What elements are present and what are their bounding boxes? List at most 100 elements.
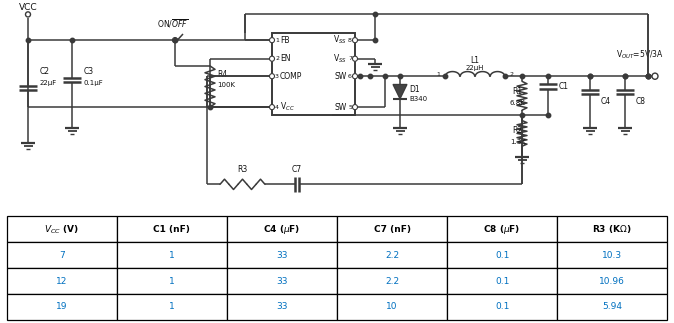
Bar <box>557 216 667 242</box>
Bar <box>337 294 447 320</box>
Text: C1: C1 <box>559 82 569 91</box>
Text: 5: 5 <box>348 105 352 109</box>
Text: 22μH: 22μH <box>466 65 484 71</box>
Text: 2.2: 2.2 <box>385 251 399 260</box>
Bar <box>557 242 667 268</box>
Circle shape <box>353 37 357 43</box>
Text: 1: 1 <box>169 276 175 286</box>
Bar <box>447 242 557 268</box>
Bar <box>227 242 337 268</box>
Text: C2: C2 <box>40 67 50 76</box>
Text: 0.1: 0.1 <box>495 251 510 260</box>
Bar <box>117 294 227 320</box>
Text: 3: 3 <box>275 74 279 79</box>
Text: 1: 1 <box>275 38 279 43</box>
Bar <box>272 33 355 115</box>
Text: 0.1: 0.1 <box>495 302 510 311</box>
Text: C4 ($\mu$F): C4 ($\mu$F) <box>264 223 301 236</box>
Text: 100K: 100K <box>217 82 235 89</box>
Text: 33: 33 <box>276 251 288 260</box>
Bar <box>337 268 447 294</box>
Circle shape <box>26 12 30 17</box>
Text: 1.3K: 1.3K <box>510 139 526 145</box>
Bar <box>557 294 667 320</box>
Bar <box>227 268 337 294</box>
Text: R3 (K$\Omega$): R3 (K$\Omega$) <box>592 223 632 235</box>
Bar <box>117 216 227 242</box>
Circle shape <box>270 37 274 43</box>
Text: 8: 8 <box>348 38 352 43</box>
Circle shape <box>270 74 274 79</box>
Bar <box>337 216 447 242</box>
Text: 2.2: 2.2 <box>385 276 399 286</box>
Text: V$_{SS}$: V$_{SS}$ <box>333 34 347 47</box>
Text: 10.3: 10.3 <box>602 251 622 260</box>
Text: SW: SW <box>335 103 347 112</box>
Bar <box>7 242 117 268</box>
Circle shape <box>353 105 357 110</box>
Text: C1 (nF): C1 (nF) <box>154 225 190 234</box>
Text: B340: B340 <box>409 96 427 102</box>
Text: R3: R3 <box>237 165 247 174</box>
Text: FB: FB <box>280 36 290 45</box>
Circle shape <box>173 37 177 43</box>
Circle shape <box>353 56 357 61</box>
Text: 1: 1 <box>169 302 175 311</box>
Text: 10: 10 <box>386 302 398 311</box>
Text: C7: C7 <box>292 165 302 174</box>
Bar <box>337 242 447 268</box>
Text: V$_{OUT}$=5V/3A: V$_{OUT}$=5V/3A <box>616 49 664 61</box>
Text: C8 ($\mu$F): C8 ($\mu$F) <box>483 223 521 236</box>
Text: 1: 1 <box>436 72 440 77</box>
Bar <box>447 294 557 320</box>
Bar <box>7 216 117 242</box>
Text: V$_{CC}$: V$_{CC}$ <box>280 101 295 113</box>
Text: COMP: COMP <box>280 72 303 81</box>
Text: SW: SW <box>335 72 347 81</box>
Text: C8: C8 <box>636 98 646 107</box>
Text: 22μF: 22μF <box>40 80 57 87</box>
Circle shape <box>353 74 357 79</box>
Text: 12: 12 <box>56 276 67 286</box>
Text: 10.96: 10.96 <box>599 276 625 286</box>
Circle shape <box>652 73 658 79</box>
Bar <box>117 268 227 294</box>
Text: C7 (nF): C7 (nF) <box>373 225 410 234</box>
Circle shape <box>270 105 274 110</box>
Text: 19: 19 <box>56 302 67 311</box>
Bar <box>447 216 557 242</box>
Text: 7: 7 <box>348 56 352 61</box>
Text: ON/$\overline{OFF}$: ON/$\overline{OFF}$ <box>158 17 189 30</box>
Text: 4: 4 <box>275 105 279 109</box>
Text: EN: EN <box>280 54 290 63</box>
Text: L1: L1 <box>470 56 479 65</box>
Text: V$_{SS}$: V$_{SS}$ <box>333 52 347 65</box>
Text: 2: 2 <box>275 56 279 61</box>
Text: 7: 7 <box>59 251 65 260</box>
Polygon shape <box>393 84 407 99</box>
Bar <box>7 268 117 294</box>
Text: R1: R1 <box>512 87 522 96</box>
Bar <box>117 242 227 268</box>
Text: D1: D1 <box>409 85 420 94</box>
Text: VCC: VCC <box>19 3 37 12</box>
Text: 33: 33 <box>276 302 288 311</box>
Text: $V_{CC}$ (V): $V_{CC}$ (V) <box>44 223 79 235</box>
Bar <box>227 294 337 320</box>
Text: 33: 33 <box>276 276 288 286</box>
Text: R2: R2 <box>512 126 522 135</box>
Bar <box>557 268 667 294</box>
Text: 5.94: 5.94 <box>602 302 622 311</box>
Text: 0.1: 0.1 <box>495 276 510 286</box>
Bar <box>227 216 337 242</box>
Bar <box>447 268 557 294</box>
Bar <box>7 294 117 320</box>
Text: 2: 2 <box>510 72 514 77</box>
Text: C4: C4 <box>601 98 611 107</box>
Text: 0.1μF: 0.1μF <box>84 80 104 87</box>
Text: 6: 6 <box>348 74 352 79</box>
Text: R4: R4 <box>217 70 227 78</box>
Circle shape <box>270 56 274 61</box>
Text: 6.8K: 6.8K <box>510 100 526 106</box>
Text: 1: 1 <box>169 251 175 260</box>
